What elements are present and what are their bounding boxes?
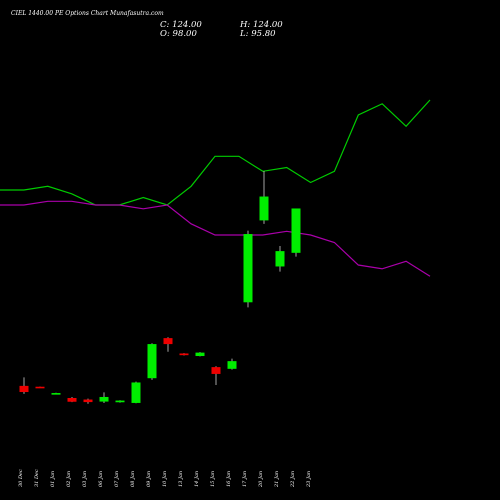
candle — [51, 392, 61, 395]
candle-body-down — [163, 338, 173, 345]
candle — [211, 366, 221, 386]
candle — [195, 352, 205, 357]
candlesticks — [19, 170, 301, 404]
x-tick-label: 08 Jan — [130, 471, 136, 487]
candle-body-up — [147, 344, 157, 379]
x-axis-tick-labels: 30 Dec 31 Dec 01 Jan 02 Jan 03 Jan 06 Jan 07 J… — [18, 469, 312, 488]
x-tick-label: 14 Jan — [194, 471, 200, 487]
x-tick-label: 21 Jan — [274, 471, 280, 488]
indicator-lines — [0, 99, 431, 277]
candle-body-down — [179, 353, 189, 356]
candle-body-up — [99, 396, 109, 402]
candle-body-up — [291, 208, 301, 253]
candle — [99, 392, 109, 403]
x-tick-label: 15 Jan — [210, 471, 216, 487]
candle-body-up — [51, 393, 61, 395]
candle — [179, 353, 189, 356]
candle — [83, 398, 93, 404]
candle — [243, 230, 253, 308]
candle — [163, 337, 173, 352]
candle-body-up — [115, 400, 125, 403]
x-tick-label: 17 Jan — [242, 471, 248, 487]
close-value: C: 124.00 — [160, 20, 202, 30]
x-tick-label: 22 Jan — [290, 471, 296, 488]
x-tick-label: 31 Dec — [34, 469, 40, 487]
x-tick-label: 20 Jan — [258, 471, 264, 488]
x-tick-label: 30 Dec — [18, 469, 24, 487]
open-value: O: 98.00 — [160, 29, 197, 39]
candle — [275, 246, 285, 272]
x-tick-label: 06 Jan — [98, 471, 104, 487]
candle-body-up — [243, 234, 253, 303]
candle-body-down — [211, 367, 221, 374]
candle-body-up — [275, 251, 285, 267]
x-tick-label: 09 Jan — [146, 471, 152, 487]
candle — [115, 400, 125, 403]
candle — [35, 386, 45, 389]
x-tick-label: 03 Jan — [82, 471, 88, 487]
chart-title: CIEL 1440.00 PE Options Chart Munafasutr… — [11, 10, 164, 17]
candle — [227, 358, 237, 370]
candle-body-up — [195, 352, 205, 357]
magenta-indicator-line — [0, 200, 431, 277]
candle — [291, 208, 301, 257]
x-tick-label: 13 Jan — [178, 471, 184, 487]
candle-body-up — [227, 361, 237, 369]
candle-body-down — [83, 399, 93, 403]
candle-body-down — [67, 397, 77, 402]
candle — [67, 396, 77, 403]
candle — [19, 377, 29, 394]
x-tick-label: 07 Jan — [114, 471, 120, 487]
candle — [131, 381, 141, 404]
candle-body-up — [131, 382, 141, 403]
candle-body-down — [19, 385, 29, 393]
x-tick-label: 02 Jan — [66, 471, 72, 487]
high-value: H: 124.00 — [239, 20, 283, 30]
x-tick-label: 10 Jan — [162, 471, 168, 487]
x-tick-label: 16 Jan — [226, 471, 232, 487]
x-tick-label: 01 Jan — [50, 471, 56, 487]
candle-body-down — [35, 386, 45, 389]
candle — [147, 343, 157, 380]
candle-body-up — [259, 196, 269, 221]
green-indicator-line — [0, 99, 431, 206]
candle — [259, 170, 269, 224]
x-tick-label: 23 Jan — [306, 471, 312, 488]
low-value: L: 95.80 — [239, 29, 276, 39]
